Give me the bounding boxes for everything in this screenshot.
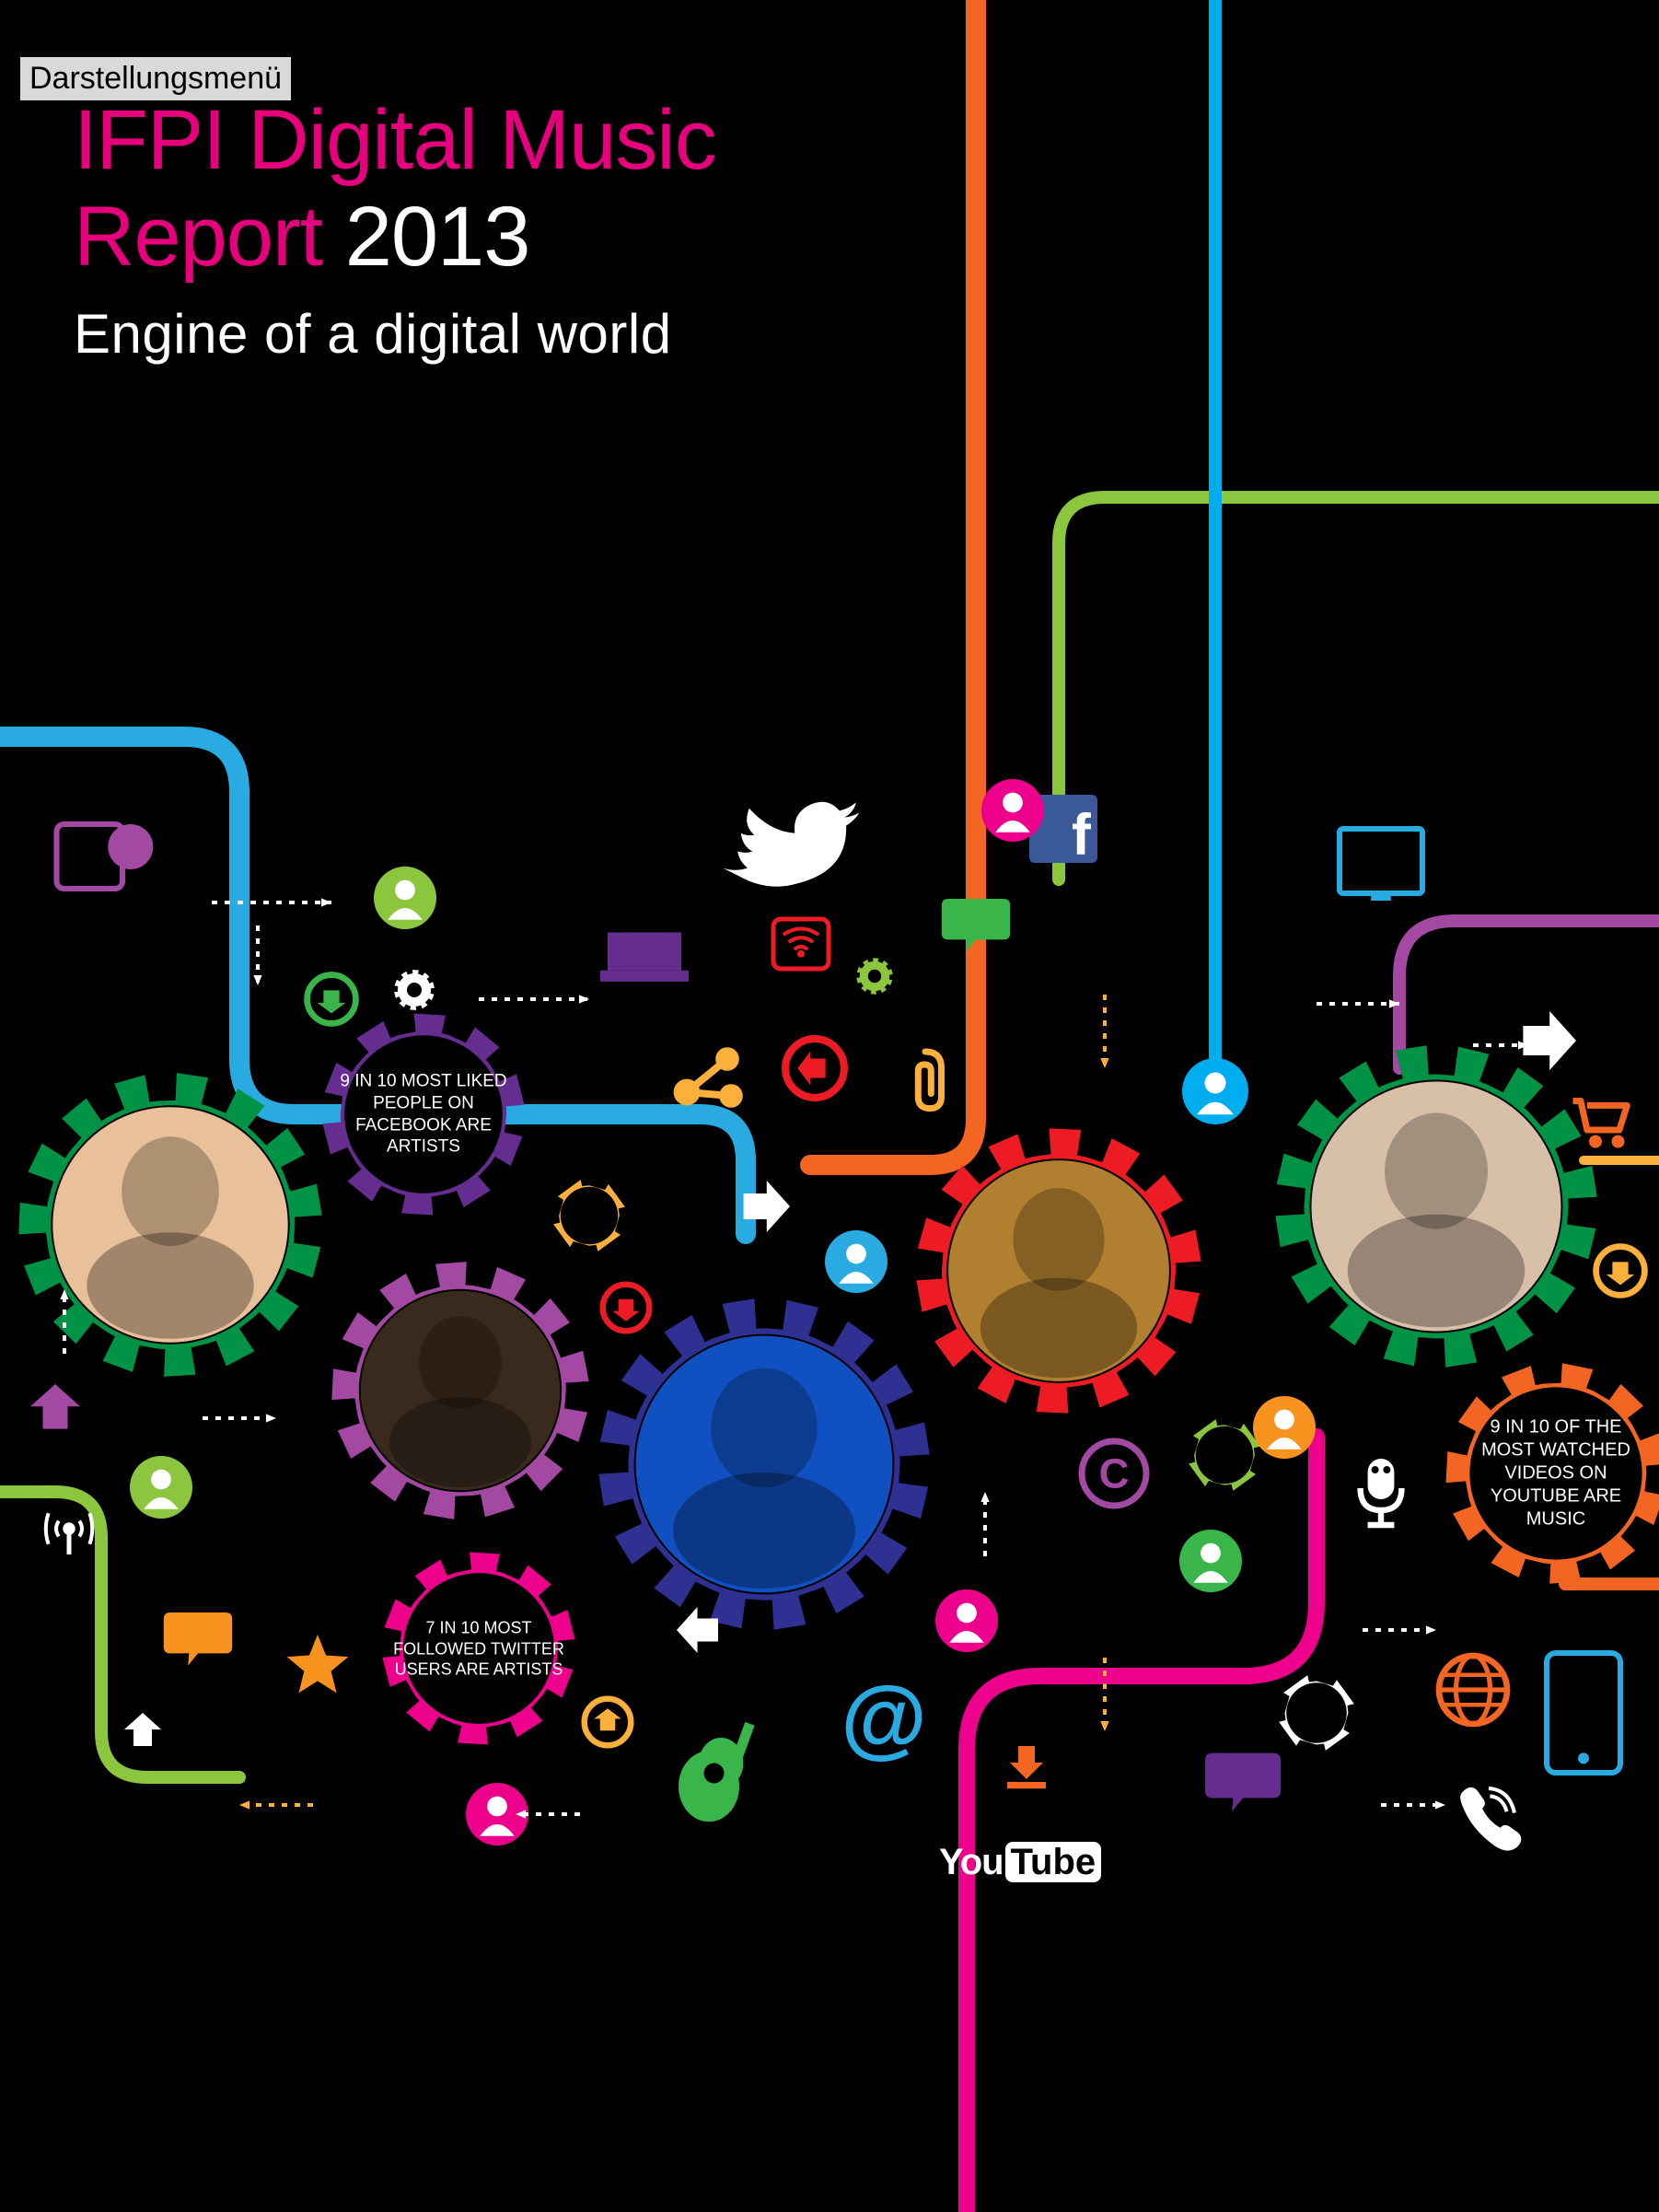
gear-small-2 — [1189, 1419, 1260, 1491]
camera-icon — [57, 824, 154, 889]
gear-small-1 — [553, 1180, 625, 1252]
arrow-left-white-bottom — [677, 1607, 718, 1653]
arrow-up-yellow — [585, 1699, 632, 1746]
person-orange-mid — [1253, 1396, 1316, 1459]
orange-vertical — [810, 0, 976, 1165]
globe-icon — [1439, 1656, 1507, 1724]
gear-artist-3-psy — [598, 1298, 929, 1629]
laptop-icon — [600, 933, 689, 982]
arrow-left-circle — [785, 1039, 844, 1098]
person-cyan — [1182, 1058, 1248, 1124]
svg-text:f: f — [1072, 803, 1092, 867]
download-arrow-green — [307, 975, 356, 1024]
at-sign-icon: @ — [841, 1669, 927, 1767]
person-magenta-mid — [935, 1589, 998, 1652]
paperclip-icon — [918, 1052, 941, 1109]
infographic-canvas: f @ C — [0, 0, 1659, 2212]
cart-icon — [1573, 1101, 1628, 1148]
arrow-right-big — [1523, 1011, 1576, 1070]
person-magenta — [981, 779, 1044, 842]
star-icon — [287, 1635, 349, 1693]
gear-artist-4 — [916, 1128, 1201, 1413]
gear-fact-twitter-text: 7 IN 10 MOST FOLLOWED TWITTER USERS ARE … — [387, 1617, 571, 1680]
person-lime-bottom — [130, 1456, 192, 1519]
cog-white-1 — [394, 970, 435, 1010]
gear-small-3 — [1279, 1675, 1354, 1751]
youtube-logo: YouTube — [939, 1842, 1101, 1883]
gear-artist-2 — [331, 1262, 588, 1519]
speech-purple-bottom — [1205, 1753, 1281, 1811]
lime-top — [1059, 497, 1659, 879]
monitor-icon — [1340, 829, 1422, 901]
gear-artist-5 — [1275, 1045, 1596, 1367]
arrow-up-white-small — [124, 1713, 161, 1746]
download-yellow — [1596, 1247, 1645, 1296]
gear-fact-youtube-text: 9 IN 10 OF THE MOST WATCHED VIDEOS ON YO… — [1464, 1416, 1648, 1531]
svg-text:@: @ — [841, 1669, 927, 1767]
gear-tiny-1 — [856, 958, 892, 994]
download-orange-bottom — [1007, 1746, 1046, 1788]
mic-icon — [1361, 1459, 1402, 1525]
speech-orange — [164, 1612, 232, 1666]
share-nodes-icon — [674, 1047, 743, 1108]
twitter-bird-icon — [723, 802, 860, 887]
person-green-mid — [1179, 1530, 1242, 1592]
arrow-down-red — [603, 1285, 650, 1332]
wifi-icon — [773, 919, 829, 969]
guitar-icon — [679, 1722, 755, 1822]
person-blue-mid — [825, 1230, 888, 1293]
gear-fact-facebook-text: 9 IN 10 MOST LIKED PEOPLE ON FACEBOOK AR… — [331, 1071, 516, 1158]
upload-purple — [30, 1384, 80, 1429]
antenna-icon — [46, 1513, 92, 1554]
phone-call-icon — [1460, 1787, 1521, 1851]
phone-device-icon — [1547, 1653, 1620, 1773]
svg-text:C: C — [1099, 1449, 1130, 1496]
person-circle-1 — [374, 867, 436, 929]
copyright-icon: C — [1082, 1441, 1146, 1506]
